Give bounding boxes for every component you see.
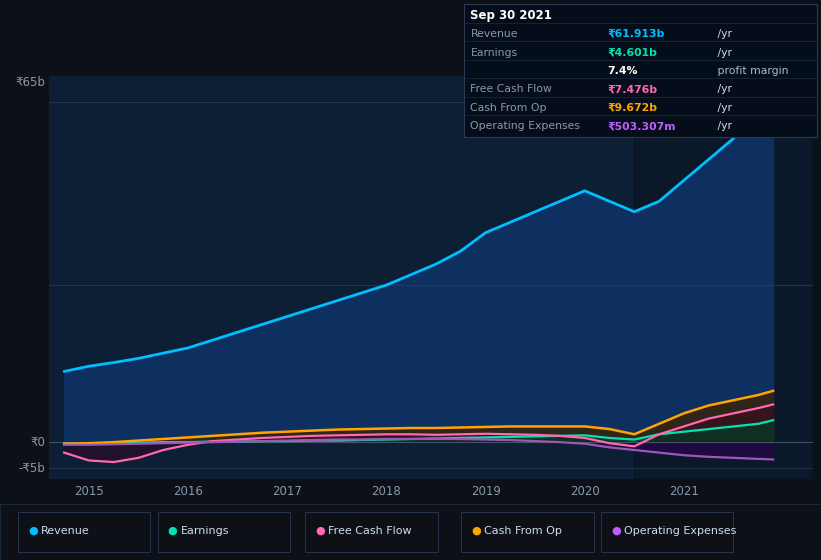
Text: ₹9.672b: ₹9.672b <box>608 103 658 113</box>
Text: Revenue: Revenue <box>470 29 518 39</box>
Text: Operating Expenses: Operating Expenses <box>470 122 580 132</box>
Text: ₹503.307m: ₹503.307m <box>608 122 676 132</box>
Text: /yr: /yr <box>714 85 732 95</box>
Text: 2015: 2015 <box>74 485 103 498</box>
Text: ₹7.476b: ₹7.476b <box>608 85 658 95</box>
Text: Cash From Op: Cash From Op <box>470 103 547 113</box>
Text: /yr: /yr <box>714 29 732 39</box>
Text: Sep 30 2021: Sep 30 2021 <box>470 9 553 22</box>
Text: profit margin: profit margin <box>714 66 789 76</box>
Text: 2019: 2019 <box>470 485 501 498</box>
Text: Free Cash Flow: Free Cash Flow <box>470 85 553 95</box>
Text: 2020: 2020 <box>570 485 599 498</box>
Text: Free Cash Flow: Free Cash Flow <box>328 526 412 536</box>
Text: ●: ● <box>315 526 325 536</box>
Text: -₹5b: -₹5b <box>19 462 45 475</box>
Text: Cash From Op: Cash From Op <box>484 526 562 536</box>
Text: 2016: 2016 <box>173 485 203 498</box>
Text: ●: ● <box>167 526 177 536</box>
Text: 7.4%: 7.4% <box>608 66 638 76</box>
Bar <box>635 76 813 479</box>
Text: /yr: /yr <box>714 103 732 113</box>
Text: /yr: /yr <box>714 122 732 132</box>
Text: ●: ● <box>28 526 38 536</box>
Text: Earnings: Earnings <box>181 526 229 536</box>
Text: 2021: 2021 <box>669 485 699 498</box>
Text: ●: ● <box>611 526 621 536</box>
Text: 2017: 2017 <box>273 485 302 498</box>
Text: Earnings: Earnings <box>470 48 517 58</box>
Text: ₹4.601b: ₹4.601b <box>608 48 658 58</box>
Text: /yr: /yr <box>714 48 732 58</box>
Text: Operating Expenses: Operating Expenses <box>624 526 736 536</box>
Text: ₹65b: ₹65b <box>16 76 45 88</box>
Text: ●: ● <box>471 526 481 536</box>
Text: ₹61.913b: ₹61.913b <box>608 29 665 39</box>
Text: 2018: 2018 <box>372 485 401 498</box>
Text: ₹0: ₹0 <box>30 436 45 449</box>
Text: Revenue: Revenue <box>41 526 89 536</box>
